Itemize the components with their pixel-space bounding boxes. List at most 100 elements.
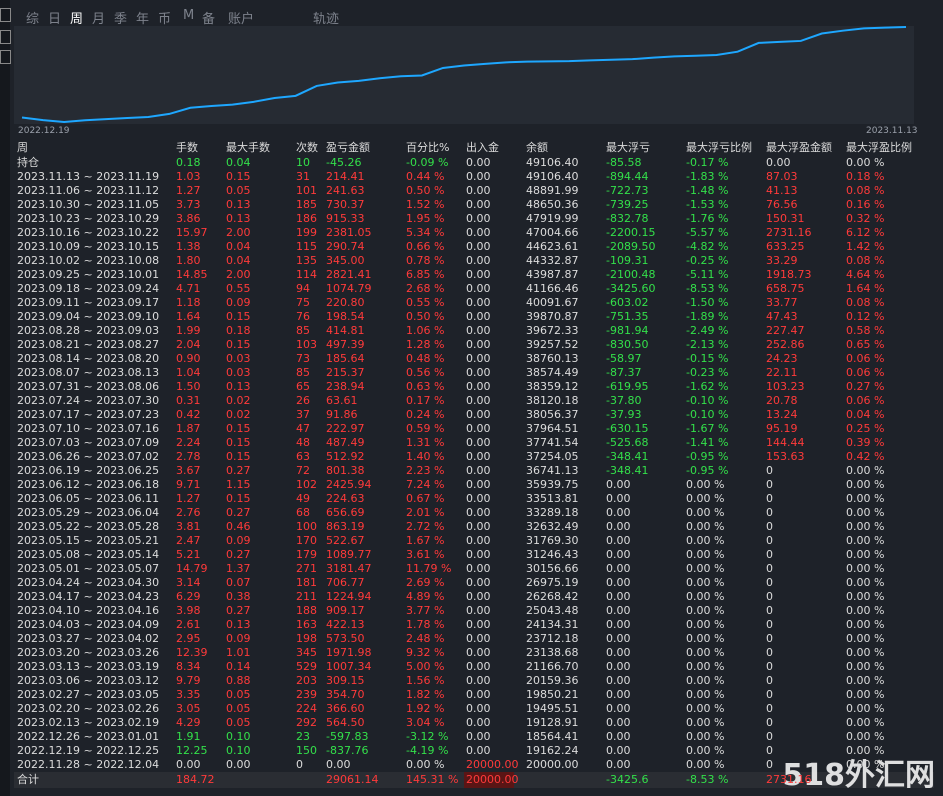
cell: 20000.00 bbox=[466, 773, 519, 786]
cell: 0.00 bbox=[466, 310, 491, 323]
cell: 656.69 bbox=[326, 506, 365, 519]
cell: 0.00 % bbox=[686, 548, 725, 561]
cell: -1.83 % bbox=[686, 170, 729, 183]
cell: 2023.03.20 ~ 2023.03.26 bbox=[17, 646, 160, 659]
cell: 0.58 % bbox=[846, 324, 885, 337]
tab[interactable]: 月 bbox=[92, 12, 106, 27]
cell: 0.90 bbox=[176, 352, 201, 365]
cell: 3.61 % bbox=[406, 548, 445, 561]
cell: 185 bbox=[296, 198, 317, 211]
tab[interactable]: 轨迹 bbox=[313, 12, 340, 27]
watermark: 518外汇网 bbox=[782, 758, 935, 793]
cell: 0.10 bbox=[226, 730, 251, 743]
cell: 87.03 bbox=[766, 170, 798, 183]
total-highlight bbox=[464, 772, 514, 788]
cell: 0.17 % bbox=[406, 394, 445, 407]
cell: 0.00 % bbox=[846, 702, 885, 715]
cell: 3.73 bbox=[176, 198, 201, 211]
cell: 2023.03.13 ~ 2023.03.19 bbox=[17, 660, 160, 673]
side-icon[interactable] bbox=[0, 8, 11, 22]
cell: 1224.94 bbox=[326, 590, 372, 603]
cell: 0.27 % bbox=[846, 380, 885, 393]
cell: 0.04 % bbox=[846, 408, 885, 421]
cell: 2023.07.31 ~ 2023.08.06 bbox=[17, 380, 160, 393]
tab[interactable]: 币 bbox=[158, 12, 172, 27]
cell: 915.33 bbox=[326, 212, 365, 225]
cell: 102 bbox=[296, 478, 317, 491]
cell: 0.25 % bbox=[846, 422, 885, 435]
cell: 20159.36 bbox=[526, 674, 579, 687]
cell: -0.10 % bbox=[686, 408, 729, 421]
cell: 145.31 % bbox=[406, 773, 459, 786]
tab[interactable]: 季 bbox=[114, 12, 128, 27]
cell: -2.49 % bbox=[686, 324, 729, 337]
tab[interactable]: 备 bbox=[202, 12, 216, 27]
cell: 0.00 % bbox=[686, 730, 725, 743]
cell: 153.63 bbox=[766, 450, 805, 463]
cell: 0.00 % bbox=[686, 646, 725, 659]
cell: 2023.06.12 ~ 2023.06.18 bbox=[17, 478, 160, 491]
cell: 0.24 % bbox=[406, 408, 445, 421]
tab[interactable]: 年 bbox=[136, 12, 150, 27]
cell: 合计 bbox=[17, 773, 39, 786]
cell: 199 bbox=[296, 226, 317, 239]
tab[interactable]: 周 bbox=[70, 12, 84, 27]
cell: 2023.05.08 ~ 2023.05.14 bbox=[17, 548, 160, 561]
cell: 0.03 bbox=[226, 366, 251, 379]
side-icon[interactable] bbox=[0, 50, 11, 64]
cell: 3.35 bbox=[176, 688, 201, 701]
cell: 6.12 % bbox=[846, 226, 885, 239]
cell: 20000.00 bbox=[526, 758, 579, 771]
cell: 32632.49 bbox=[526, 520, 579, 533]
cell: -2089.50 bbox=[606, 240, 656, 253]
cell: 1.64 bbox=[176, 310, 201, 323]
cell: 354.70 bbox=[326, 688, 365, 701]
tab[interactable]: 日 bbox=[48, 12, 62, 27]
cell: 0.67 % bbox=[406, 492, 445, 505]
balance-line bbox=[21, 26, 907, 124]
cell: 497.39 bbox=[326, 338, 365, 351]
cell: 184.72 bbox=[176, 773, 215, 786]
cell: 0.00 % bbox=[846, 478, 885, 491]
cell: 0.00 bbox=[466, 478, 491, 491]
cell: 0.50 % bbox=[406, 184, 445, 197]
cell: 9.32 % bbox=[406, 646, 445, 659]
cell: 0.55 bbox=[226, 282, 251, 295]
cell: 2022.12.19 ~ 2022.12.25 bbox=[17, 744, 160, 757]
side-icon[interactable] bbox=[0, 30, 11, 44]
cell: -3425.6 bbox=[606, 773, 649, 786]
cell: 0.00 % bbox=[846, 576, 885, 589]
cell: 31 bbox=[296, 170, 310, 183]
cell: 0.00 bbox=[466, 632, 491, 645]
cell: 38574.49 bbox=[526, 366, 579, 379]
cell: 38120.18 bbox=[526, 394, 579, 407]
cell: 2023.04.24 ~ 2023.04.30 bbox=[17, 576, 160, 589]
cell: 24134.31 bbox=[526, 618, 579, 631]
cell: 0.15 bbox=[226, 310, 251, 323]
cell: -1.89 % bbox=[686, 310, 729, 323]
cell: 366.60 bbox=[326, 702, 365, 715]
cell: 0.00 bbox=[466, 436, 491, 449]
cell: 422.13 bbox=[326, 618, 365, 631]
cell: 1.52 % bbox=[406, 198, 445, 211]
cell: 1.78 % bbox=[406, 618, 445, 631]
chart-bg bbox=[14, 26, 914, 124]
cell: 0.00 bbox=[466, 422, 491, 435]
cell: 1074.79 bbox=[326, 282, 372, 295]
cell: 0.00 bbox=[606, 674, 631, 687]
tab[interactable]: 账户 bbox=[228, 12, 255, 27]
tab[interactable]: M bbox=[183, 8, 195, 23]
cell: 1.56 % bbox=[406, 674, 445, 687]
cell: 0 bbox=[766, 576, 773, 589]
cell: -1.53 % bbox=[686, 198, 729, 211]
cell: 0.00 % bbox=[846, 562, 885, 575]
cell: 1007.34 bbox=[326, 660, 372, 673]
tab[interactable]: 综 bbox=[26, 12, 40, 27]
cell: 持仓 bbox=[17, 156, 39, 169]
cell: 1.50 bbox=[176, 380, 201, 393]
cell: 0.56 % bbox=[406, 366, 445, 379]
cell: 26268.42 bbox=[526, 590, 579, 603]
cell: 5.00 % bbox=[406, 660, 445, 673]
cell: -619.95 bbox=[606, 380, 649, 393]
